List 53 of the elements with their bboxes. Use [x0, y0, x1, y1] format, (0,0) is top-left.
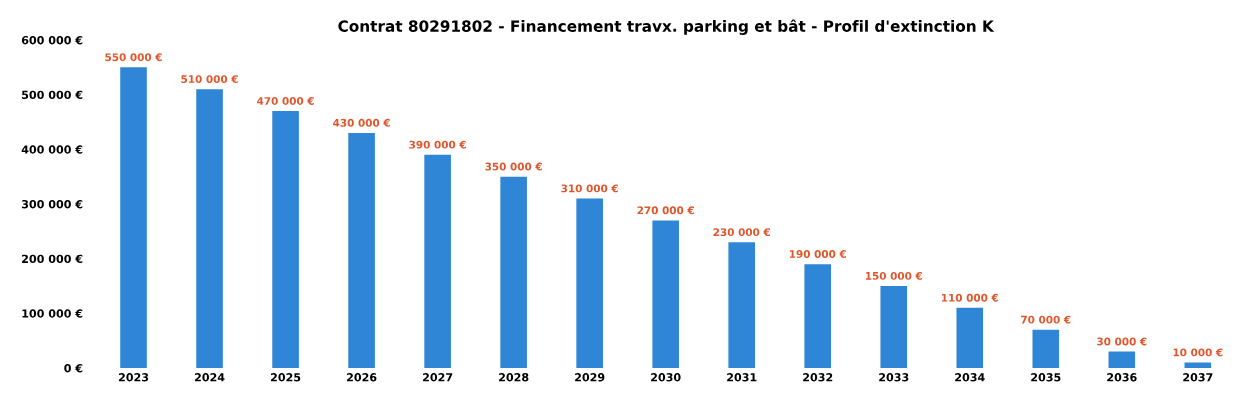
data-label: 350 000 €	[485, 162, 542, 171]
x-tick-label: 2025	[270, 373, 301, 382]
data-label: 110 000 €	[941, 293, 999, 302]
x-tick-label: 2033	[879, 373, 909, 382]
y-tick-label: 600 000 €	[21, 35, 83, 45]
bar	[652, 220, 679, 368]
x-tick-label: 2023	[118, 373, 149, 382]
chart-title: Contrat 80291802 - Financement travx. parking et bât - Profil d'extinction K	[338, 19, 995, 35]
data-label: 150 000 €	[865, 271, 923, 280]
x-tick-label: 2036	[1107, 373, 1137, 382]
data-label: 550 000 €	[105, 53, 162, 62]
x-tick-label: 2031	[727, 373, 757, 382]
data-label: 470 000 €	[257, 97, 314, 105]
x-tick-label: 2029	[575, 373, 605, 382]
bar	[1184, 362, 1212, 368]
bar	[120, 67, 147, 368]
data-label: 30 000 €	[1097, 337, 1147, 346]
y-tick-label: 200 000 €	[22, 254, 83, 264]
bar	[804, 264, 832, 368]
bar	[1032, 329, 1060, 368]
y-tick-label: 500 000 €	[22, 90, 83, 100]
x-tick-label: 2024	[194, 373, 225, 382]
data-label: 230 000 €	[713, 228, 770, 237]
y-tick-label: 400 000 €	[21, 145, 83, 154]
bar	[956, 307, 984, 368]
x-tick-label: 2027	[423, 373, 453, 382]
data-label: 10 000 €	[1173, 348, 1223, 357]
x-tick-label: 2026	[347, 373, 377, 382]
data-label: 390 000 €	[409, 140, 466, 149]
y-tick-label: 100 000 €	[22, 309, 83, 318]
data-label: 310 000 €	[561, 184, 618, 193]
data-label: 70 000 €	[1021, 315, 1071, 324]
bar	[728, 242, 755, 368]
data-label: 510 000 €	[181, 75, 238, 84]
bar	[880, 286, 908, 368]
bar	[348, 132, 375, 368]
x-tick-label: 2032	[803, 373, 833, 382]
y-tick-label: 300 000 €	[21, 199, 83, 209]
data-label: 190 000 €	[789, 250, 847, 258]
x-tick-label: 2030	[651, 373, 681, 382]
x-tick-label: 2035	[1031, 373, 1061, 382]
y-tick-label: 0 €	[64, 363, 83, 373]
x-tick-label: 2037	[1183, 373, 1213, 382]
data-label: 270 000 €	[637, 206, 694, 215]
bar	[1108, 351, 1136, 368]
x-tick-label: 2028	[499, 373, 529, 382]
bar	[424, 154, 451, 368]
data-label: 430 000 €	[333, 118, 390, 127]
bar	[500, 176, 527, 368]
bar	[576, 198, 603, 368]
bar	[272, 111, 299, 368]
bar	[196, 89, 223, 368]
x-tick-label: 2034	[955, 373, 985, 382]
